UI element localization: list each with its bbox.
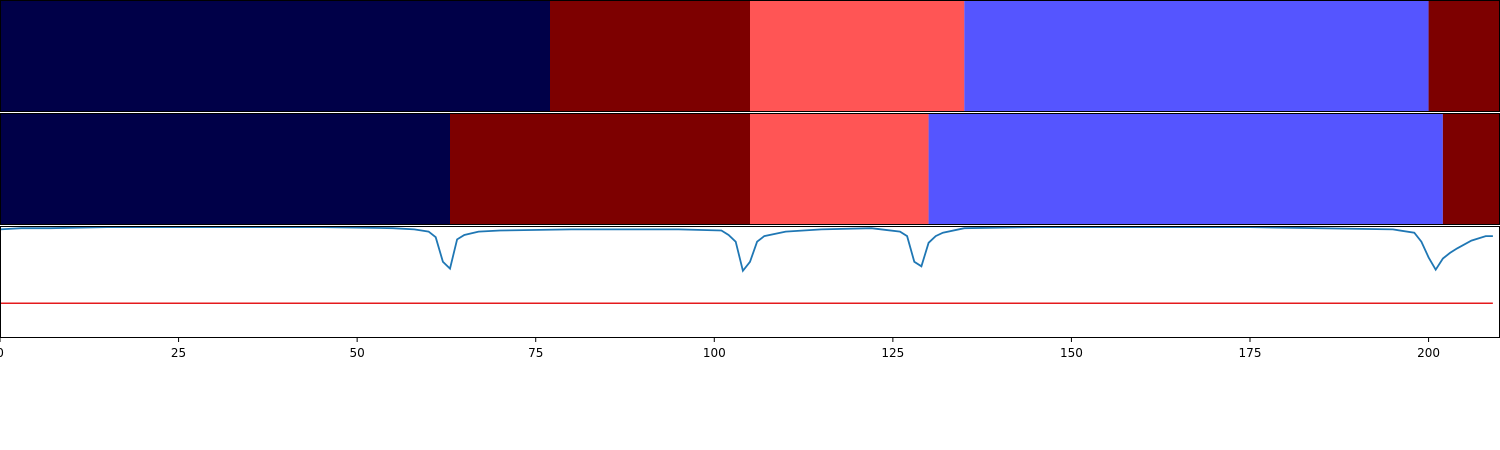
segment-bar-bottom [0, 113, 1500, 225]
bar2-segment-2 [450, 113, 750, 225]
bar1-segment-4 [964, 0, 1429, 112]
x-tick-label-125: 125 [881, 346, 904, 360]
segment-bar-top [0, 0, 1500, 112]
x-axis: 0 25 50 75 100 125 150 175 200 [0, 338, 1440, 360]
bar2-segment-1 [0, 113, 450, 225]
line-panel [0, 226, 1500, 338]
x-tick-label-200: 200 [1417, 346, 1440, 360]
bar1-segment-3 [750, 0, 965, 112]
bar1-segment-5 [1428, 0, 1500, 112]
x-tick-label-175: 175 [1239, 346, 1262, 360]
x-tick-label-100: 100 [703, 346, 726, 360]
series-line [0, 226, 1493, 273]
x-tick-label-75: 75 [528, 346, 543, 360]
x-tick-label-150: 150 [1060, 346, 1083, 360]
x-tick-label-25: 25 [171, 346, 186, 360]
bar2-segment-5 [1442, 113, 1500, 225]
x-tick-label-50: 50 [350, 346, 365, 360]
bar2-segment-4 [928, 113, 1443, 225]
bar2-segment-3 [750, 113, 929, 225]
line-panel-background [0, 226, 1500, 338]
bar1-segment-1 [0, 0, 550, 112]
bar1-segment-2 [550, 0, 750, 112]
x-tick-label-0: 0 [0, 346, 4, 360]
